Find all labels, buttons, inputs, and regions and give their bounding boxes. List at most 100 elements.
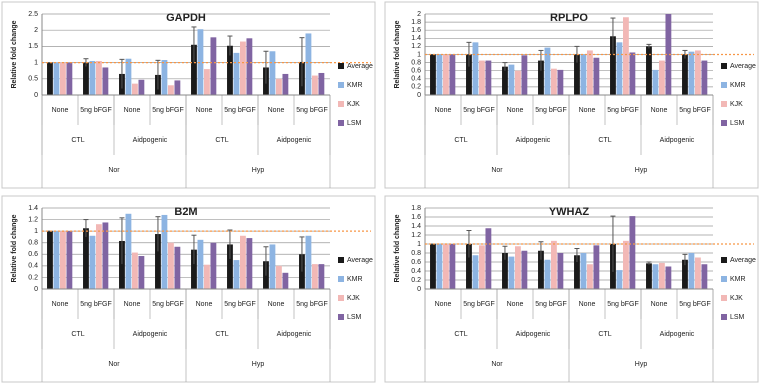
bar — [282, 272, 289, 289]
bar — [276, 78, 282, 95]
bar — [449, 244, 456, 289]
bar — [659, 60, 665, 95]
bar — [466, 54, 472, 95]
bar — [436, 244, 443, 289]
bar — [593, 245, 600, 289]
bar — [240, 235, 246, 289]
bar — [623, 240, 629, 289]
x-tick-label: None — [507, 301, 524, 308]
x-tick-label: 5ng bFGF — [80, 107, 112, 114]
bar — [665, 14, 672, 95]
y-tick-label: 0.6 — [28, 251, 38, 258]
y-tick-label: 1 — [34, 228, 38, 235]
bar — [96, 60, 102, 95]
x-tick-label: None — [435, 301, 452, 308]
bar — [60, 231, 66, 289]
bar — [66, 231, 73, 289]
y-tick-label: 0 — [417, 92, 421, 99]
y-tick-label: 2 — [417, 11, 421, 18]
error-bar — [466, 230, 472, 258]
error-bar — [227, 35, 233, 56]
legend-swatch — [338, 314, 344, 320]
bar — [197, 239, 204, 289]
error-bar — [610, 215, 616, 272]
x-subgroup-label: Aidpogenic — [133, 137, 168, 144]
bar — [318, 72, 325, 95]
bar — [538, 250, 544, 289]
legend-swatch — [338, 257, 344, 263]
error-bar — [538, 49, 544, 71]
bar — [544, 259, 551, 289]
legend-swatch — [338, 63, 344, 69]
bar — [83, 62, 89, 95]
y-tick-label: 1.4 — [28, 205, 38, 212]
x-tick-label: 5ng bFGF — [535, 107, 567, 114]
bar — [240, 41, 246, 95]
x-tick-label: 5ng bFGF — [463, 107, 495, 114]
legend-label: Average — [730, 257, 756, 264]
x-group-label: Hyp — [252, 361, 265, 368]
error-bar — [119, 58, 125, 89]
x-tick-label: 5ng bFGF — [224, 301, 256, 308]
bar — [191, 249, 197, 289]
y-tick-label: 1.6 — [411, 214, 421, 221]
y-tick-label: 1.4 — [411, 35, 421, 42]
chart-title: RPLPO — [550, 12, 588, 24]
error-bar — [155, 216, 161, 252]
bar — [646, 46, 652, 95]
y-tick-label: 0.2 — [411, 277, 421, 284]
bar — [125, 58, 132, 95]
y-tick-label: 0.8 — [411, 250, 421, 257]
bar — [502, 66, 508, 95]
bar — [83, 228, 89, 289]
bar — [197, 29, 204, 96]
bar — [161, 214, 168, 289]
y-axis-label: Relative fold change — [11, 20, 18, 88]
legend-swatch — [338, 295, 344, 301]
bar — [132, 83, 138, 95]
bar — [538, 60, 544, 95]
x-tick-label: 5ng bFGF — [80, 301, 112, 308]
x-subgroup-label: CTL — [598, 137, 611, 144]
y-tick-label: 0 — [34, 286, 38, 293]
legend-label: LSM — [730, 120, 745, 127]
bar — [47, 231, 53, 289]
error-bar — [646, 43, 652, 49]
bar — [53, 231, 60, 289]
x-tick-label: 5ng bFGF — [535, 301, 567, 308]
x-subgroup-label: CTL — [71, 137, 84, 144]
legend-swatch — [338, 120, 344, 126]
bar — [593, 57, 600, 95]
error-bar — [574, 45, 580, 63]
legend-label: KJK — [730, 295, 743, 302]
bar — [652, 69, 659, 95]
x-tick-label: 5ng bFGF — [296, 107, 328, 114]
bar — [125, 213, 132, 289]
bar — [551, 68, 557, 95]
y-tick-label: 0.8 — [28, 240, 38, 247]
x-tick-label: 5ng bFGF — [679, 107, 711, 114]
y-tick-label: 1.8 — [411, 205, 421, 212]
bar — [102, 67, 109, 95]
bar — [246, 38, 253, 95]
bar — [449, 54, 456, 95]
y-axis-label: Relative fold change — [394, 214, 401, 282]
x-subgroup-label: Aidpogenic — [277, 137, 312, 144]
x-group-label: Nor — [491, 361, 503, 368]
bar — [574, 255, 580, 289]
bar — [53, 62, 60, 95]
y-tick-label: 0.5 — [28, 76, 38, 83]
x-group-label: Hyp — [635, 361, 648, 368]
legend-swatch — [338, 82, 344, 88]
error-bar — [299, 37, 305, 87]
chart-panel: 0 0.5 1 1.5 2 2.5 Relative fold change GAPDH Non… — [1, 1, 376, 189]
legend-label: KMR — [730, 82, 746, 89]
bar — [485, 228, 492, 289]
bar — [682, 259, 688, 289]
error-bar — [502, 245, 508, 260]
bar — [515, 70, 521, 95]
y-tick-label: 1 — [417, 241, 421, 248]
bar — [472, 255, 479, 289]
x-subgroup-label: CTL — [598, 331, 611, 338]
bar — [210, 37, 217, 95]
